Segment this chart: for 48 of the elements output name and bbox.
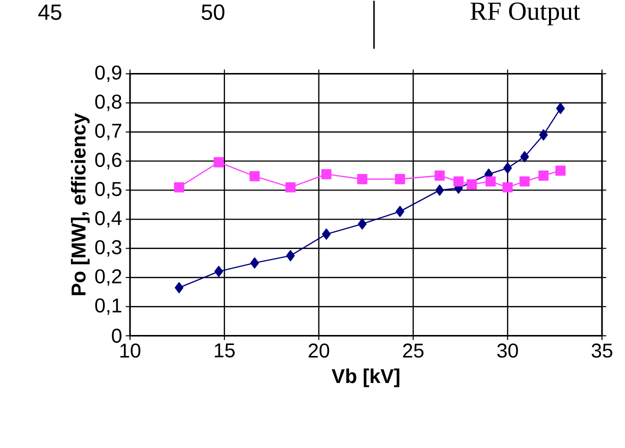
x-tick-label: 20 [308,344,330,358]
y-axis-title: Po [MW], efficiency [70,113,90,296]
point [174,182,184,192]
point [394,174,406,184]
point [502,182,513,192]
point [214,157,224,168]
y-tick-label: 0,8 [95,94,122,112]
text: RF Output [470,2,580,26]
x-tick-label: 30 [497,344,518,358]
y-tick-label: 0,2 [95,269,122,286]
point [396,206,404,218]
y-tick-label: 0,4 [95,211,122,228]
y-tick-label: 0 [112,328,122,343]
y-tick-label: 0,9 [95,66,122,82]
point [434,170,445,181]
y-tick-label: 0,1 [95,298,122,316]
point [520,151,529,162]
point [250,171,260,182]
point [538,170,549,181]
point [286,250,295,262]
point [321,169,332,180]
y-tick-label: 0,7 [95,124,122,140]
point [556,102,565,114]
point [453,176,464,187]
point [250,258,259,269]
point [520,176,530,187]
point [539,129,548,141]
point [435,184,444,196]
point [358,218,367,230]
point [555,166,566,176]
x-tick-label: 35 [592,344,612,358]
point [486,176,496,187]
point [466,179,477,190]
x-axis-title: Vb [kV] [332,368,400,388]
point [503,162,512,174]
point [214,266,224,278]
point [357,174,368,184]
y-tick-label: 0,5 [95,182,122,199]
text: 45 [38,4,62,20]
point [174,282,184,294]
x-tick-label: 15 [214,344,235,358]
y-tick-label: 0,6 [95,152,122,170]
x-tick-label: 10 [120,344,140,358]
text: 50 [202,4,224,20]
point [322,228,331,240]
x-tick-label: 25 [403,344,424,358]
point [285,182,296,192]
y-tick-label: 0,3 [95,240,122,257]
